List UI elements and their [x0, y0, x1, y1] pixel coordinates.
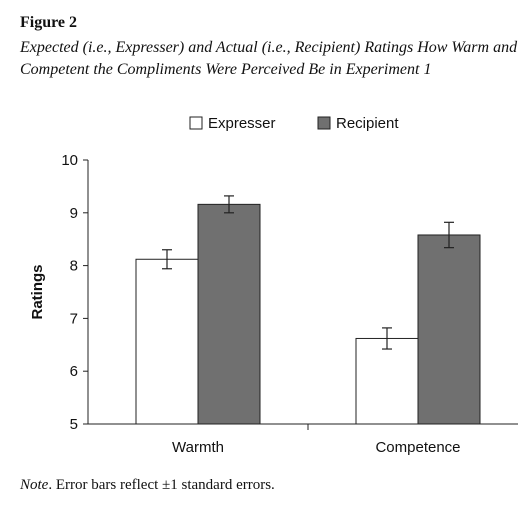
y-tick-label-7: 7 — [70, 310, 78, 327]
figure-note: Note. Error bars reflect ±1 standard err… — [20, 477, 275, 494]
y-tick-label-6: 6 — [70, 363, 78, 380]
figure-title: Expected (i.e., Expresser) and Actual (i… — [20, 39, 518, 78]
legend-label-recipient: Recipient — [336, 115, 399, 132]
y-tick-label-5: 5 — [70, 416, 78, 433]
legend-swatch-expresser — [189, 116, 203, 130]
bar-recipient-competence — [417, 234, 481, 425]
legend-label-expresser: Expresser — [208, 115, 276, 132]
note-text: . Error bars reflect ±1 standard errors. — [48, 477, 275, 493]
x-tick-label-warmth: Warmth — [172, 439, 224, 456]
bar-recipient-warmth — [197, 203, 261, 425]
y-axis-title: Ratings — [29, 264, 46, 319]
y-tick-label-9: 9 — [70, 205, 78, 222]
bar-expresser-warmth — [135, 258, 199, 425]
bar-chart: 5 6 7 8 9 10 Ratings Warmth Competence Expresser R… — [29, 115, 518, 456]
x-tick-label-competence: Competence — [375, 439, 460, 456]
note-lead: Note — [20, 477, 49, 493]
y-tick-label-10: 10 — [61, 152, 78, 169]
bar-expresser-competence — [355, 337, 419, 425]
y-tick-label-8: 8 — [70, 258, 78, 275]
figure-label: Figure 2 — [20, 14, 78, 31]
legend-swatch-recipient — [317, 116, 331, 130]
